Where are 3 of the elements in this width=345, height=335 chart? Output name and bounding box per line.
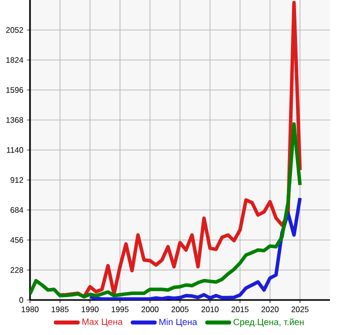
legend-label: Min Цена (159, 318, 198, 327)
legend-label: Max Цена (82, 318, 123, 327)
legend-label: Сред.Цена, т.йен (234, 318, 304, 327)
